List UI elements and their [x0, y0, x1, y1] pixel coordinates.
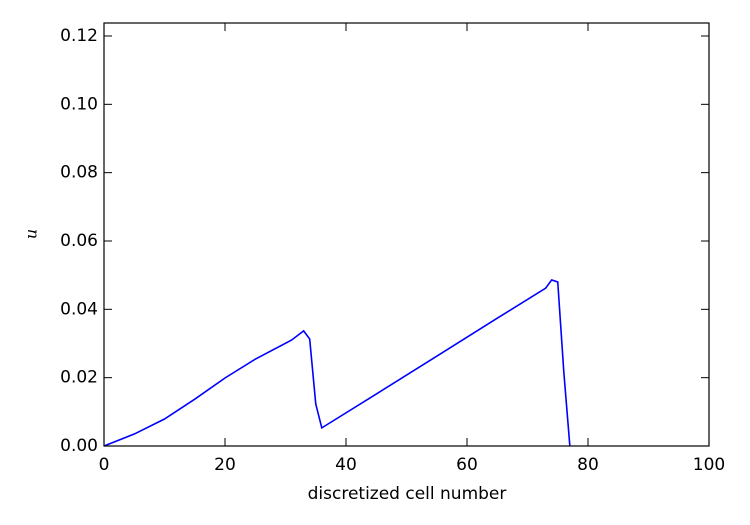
data-line: [103, 278, 571, 447]
y-tick-label: 0.10: [60, 94, 98, 114]
y-tick-label: 0.08: [60, 163, 98, 183]
x-tick-label: 60: [456, 455, 478, 475]
x-tick-label: 40: [335, 455, 357, 475]
x-axis-label: discretized cell number: [308, 484, 507, 504]
y-tick-label: 0.04: [60, 299, 98, 319]
x-tick-label: 0: [99, 455, 110, 475]
x-tick-label: 80: [577, 455, 599, 475]
y-tick-label: 0.00: [60, 436, 98, 456]
plot-frame: [103, 22, 710, 447]
x-tick-label: 20: [214, 455, 236, 475]
y-tick-label: 0.12: [60, 26, 98, 46]
x-tick-label: 100: [693, 455, 725, 475]
y-axis-label: u: [22, 229, 41, 239]
y-tick-label: 0.06: [60, 231, 98, 251]
y-tick-label: 0.02: [60, 368, 98, 388]
